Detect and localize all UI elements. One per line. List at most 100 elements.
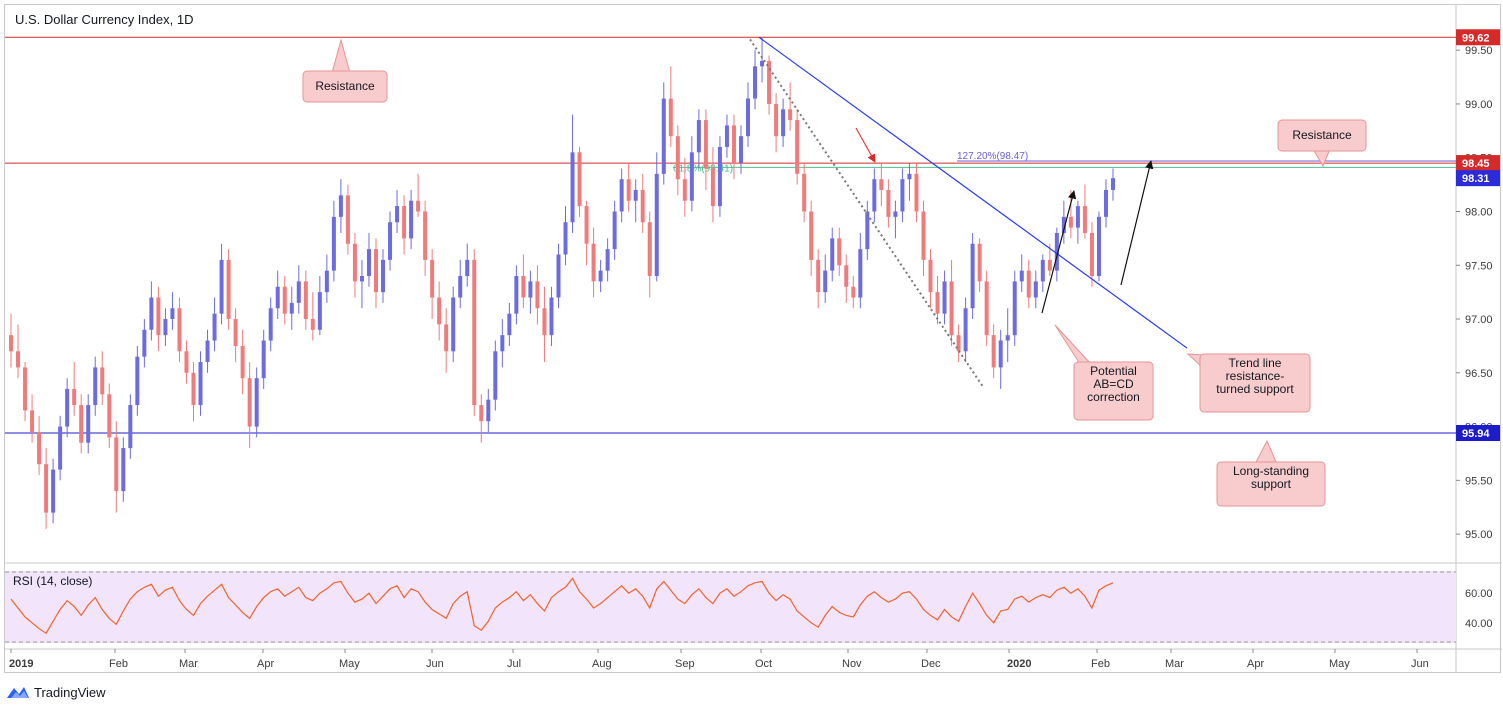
candle-body (338, 195, 343, 217)
candle-body (381, 259, 386, 293)
candle-body (675, 136, 680, 180)
candle-body (205, 340, 210, 363)
candle-body (549, 297, 554, 336)
tradingview-logo-icon (7, 687, 29, 698)
rsi-tick-label: 60.00 (1465, 588, 1493, 600)
candle-body (310, 319, 315, 330)
candle-body (563, 222, 568, 255)
candle-body (816, 259, 821, 293)
candle-body (991, 335, 996, 368)
candle-body (1089, 232, 1094, 277)
candle-body (373, 249, 378, 293)
candle-body (781, 109, 786, 137)
chart-svg[interactable]: U.S. Dollar Currency Index, 1D 95.00 95.50… (5, 5, 1502, 674)
candle-body (865, 211, 870, 250)
candle-body (858, 249, 863, 298)
candle-body (1075, 206, 1080, 228)
candle-body (535, 281, 540, 309)
candle-body (247, 378, 252, 427)
candle-body (72, 388, 77, 406)
candle-body (900, 179, 905, 212)
price-tag-95.94 (1456, 425, 1500, 442)
callout-resistance-1-tail (331, 38, 351, 74)
candle-body (767, 60, 772, 104)
callout-resistance-1: Resistance (302, 38, 388, 103)
candle-body (486, 399, 491, 422)
candle-body (1096, 216, 1101, 277)
candle-body (542, 308, 547, 336)
candle-body (1054, 232, 1059, 271)
candle-body (921, 211, 926, 260)
candle-body (668, 98, 673, 137)
candle-body (388, 222, 393, 260)
candle-body (809, 211, 814, 260)
candle-body (16, 351, 21, 368)
candle-body (58, 426, 63, 470)
candle-body (226, 259, 231, 320)
y-tick-label: 99.00 (1465, 99, 1493, 111)
candle-body (788, 109, 793, 121)
candle-body (30, 410, 35, 432)
price-tag-label: 98.31 (1462, 173, 1490, 185)
candle-body (198, 362, 203, 406)
candle-body (633, 189, 638, 201)
price-tag-99.62 (1456, 29, 1500, 46)
callout-support-box (1216, 461, 1326, 507)
footer: TradingView (6, 682, 106, 702)
callout-abcd-tail (1054, 324, 1093, 365)
candle-body (156, 297, 161, 336)
candle-body (528, 281, 533, 298)
candle-body (395, 206, 400, 223)
candle-body (612, 211, 617, 250)
candle-body (282, 286, 287, 314)
chart-frame: U.S. Dollar Currency Index, 1D 95.00 95.50… (4, 4, 1502, 674)
y-tick-label: 97.00 (1465, 314, 1493, 326)
candle-body (753, 66, 758, 99)
callout-support-text: support (1251, 477, 1292, 491)
candle-body (170, 308, 175, 320)
brand-label: TradingView (34, 684, 106, 700)
chart-title: U.S. Dollar Currency Index, 1D (15, 12, 193, 27)
x-tick-label: Mar (179, 658, 198, 670)
candle-body (977, 243, 982, 282)
candle-body (837, 238, 842, 266)
candle-body (359, 276, 364, 282)
x-tick-label: Mar (1165, 658, 1184, 670)
candle-body (963, 308, 968, 352)
candle-body (331, 216, 336, 271)
trend-line (758, 36, 1188, 349)
x-tick-label: Jun (1411, 658, 1429, 670)
candle-body (914, 173, 919, 212)
candle-body (423, 211, 428, 260)
callout-trendline-text: Trend line (1229, 356, 1282, 370)
candle-body (605, 249, 610, 271)
x-tick-label: Aug (592, 658, 612, 670)
candle-body (851, 286, 856, 298)
candle-body (556, 254, 561, 298)
candle-body (128, 405, 133, 449)
candle-body (1005, 335, 1010, 341)
y-tick-label: 97.50 (1465, 260, 1493, 272)
candle-body (233, 319, 238, 346)
callout-resistance-1-box (302, 70, 388, 103)
callout-resistance-1-text: Resistance (315, 79, 375, 93)
candle-body (23, 367, 28, 411)
candle-body (289, 302, 294, 314)
candle-body (409, 200, 414, 239)
candle-body (317, 292, 322, 330)
candle-body (352, 243, 357, 282)
candle-body (1026, 270, 1031, 298)
candle-body (121, 448, 126, 492)
x-tick-label: May (339, 658, 360, 670)
candle-body (640, 189, 645, 223)
candle-body (9, 335, 13, 352)
candle-body (507, 313, 512, 336)
candle-body (212, 313, 217, 341)
y-tick-label: 96.50 (1465, 368, 1493, 380)
candle-body (1103, 189, 1108, 217)
x-tick-label: Apr (1247, 658, 1264, 670)
candle-body (696, 120, 701, 153)
candle-body (879, 179, 884, 190)
candle-body (135, 356, 140, 406)
candle-body (942, 281, 947, 314)
